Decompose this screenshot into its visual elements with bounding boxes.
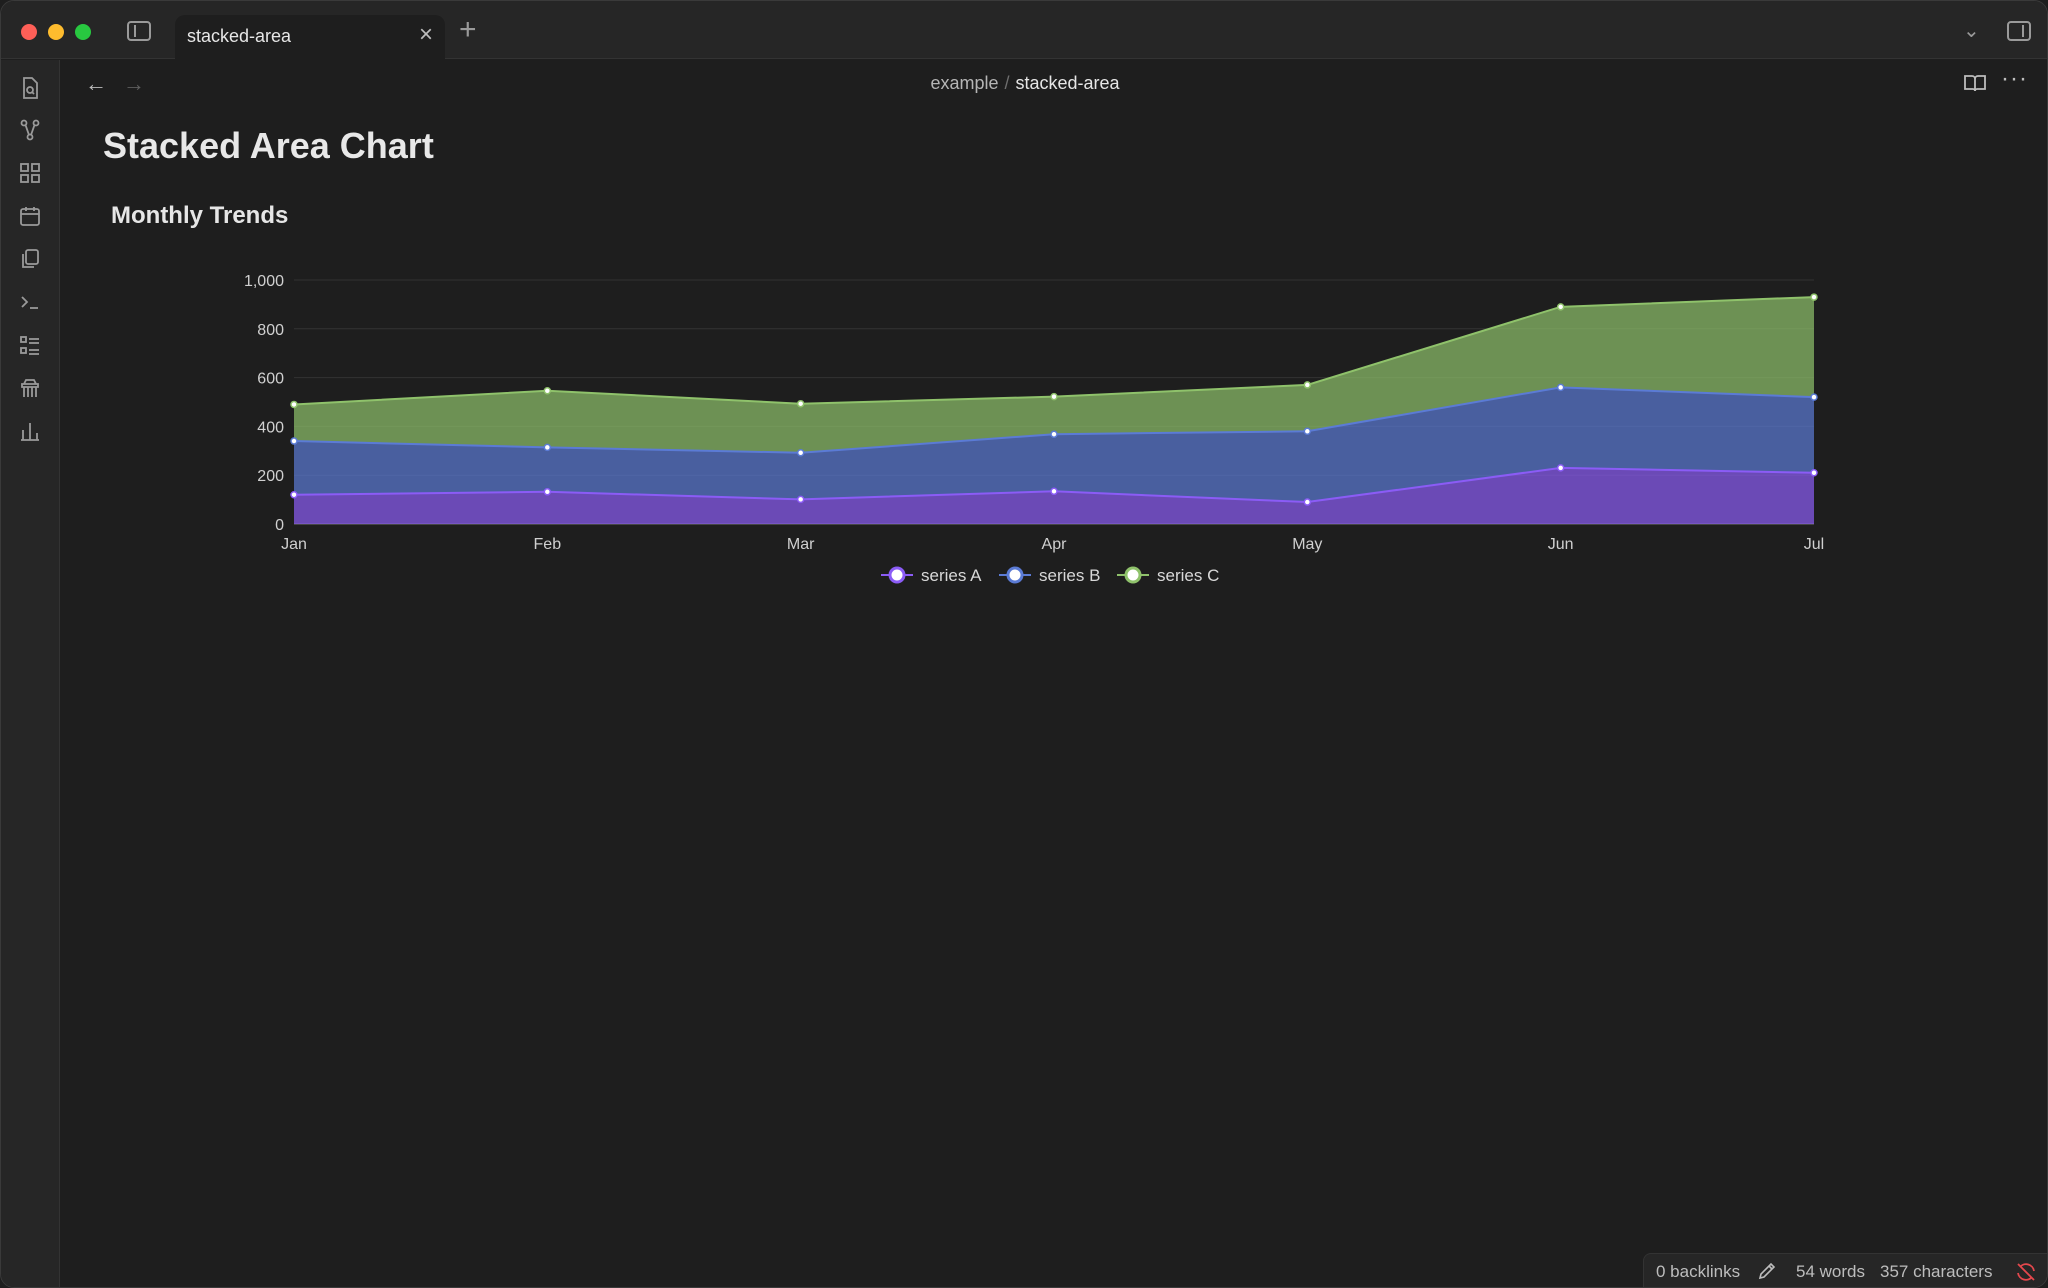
- data-point: [290, 400, 298, 409]
- archive-icon[interactable]: [17, 375, 43, 401]
- data-point: [1556, 383, 1565, 392]
- y-tick-label: 1,000: [244, 273, 284, 290]
- data-point: [1303, 498, 1312, 506]
- back-arrow-icon[interactable]: ←: [85, 71, 107, 96]
- x-tick-label: Mar: [787, 536, 815, 553]
- legend-label: series A: [921, 566, 982, 585]
- canvas-icon[interactable]: [17, 160, 43, 186]
- legend-marker: [1124, 566, 1142, 584]
- legend-marker: [888, 566, 906, 584]
- zoom-window-button[interactable]: [75, 24, 91, 40]
- new-tab-icon[interactable]: +: [459, 13, 477, 46]
- chart-section-title: Monthly Trends: [111, 202, 289, 229]
- more-options-icon[interactable]: ···: [2001, 65, 2028, 92]
- data-point: [1050, 430, 1058, 438]
- status-bar: 0 backlinks 54 words 357 characters: [1643, 1253, 2047, 1287]
- sidebar-toggle-icon[interactable]: [127, 21, 151, 41]
- y-tick-label: 200: [257, 468, 284, 485]
- data-point: [1303, 427, 1312, 436]
- y-tick-label: 0: [275, 517, 284, 534]
- x-tick-label: Feb: [534, 536, 562, 553]
- breadcrumb-parent[interactable]: example: [930, 73, 999, 93]
- bar-chart-icon[interactable]: [17, 418, 43, 444]
- file-search-icon[interactable]: [17, 75, 43, 101]
- legend-label: series B: [1039, 566, 1100, 585]
- breadcrumb-current[interactable]: stacked-area: [1015, 73, 1120, 93]
- tab-close-icon[interactable]: ×: [418, 21, 433, 48]
- x-tick-label: May: [1292, 536, 1322, 553]
- data-point: [796, 495, 805, 504]
- left-ribbon: [1, 60, 60, 1287]
- y-tick-label: 400: [257, 419, 284, 436]
- x-tick-label: Jan: [281, 536, 307, 553]
- data-point: [290, 490, 298, 499]
- data-point: [1810, 469, 1818, 477]
- x-tick-label: Jul: [1804, 536, 1824, 553]
- sync-error-icon[interactable]: [2014, 1260, 2038, 1284]
- calendar-icon[interactable]: [17, 203, 43, 229]
- close-window-button[interactable]: [21, 24, 37, 40]
- terminal-icon[interactable]: [17, 289, 43, 315]
- reading-view-icon[interactable]: [1963, 73, 1987, 93]
- data-point: [1556, 464, 1565, 472]
- tab-list-chevron-icon[interactable]: ⌄: [1963, 20, 1980, 42]
- stacked-area-chart: 0 200 400 600 800 1,000 Jan Feb Mar Apr May Jun Jul s…: [244, 273, 1824, 585]
- area-series-C: [294, 297, 1814, 453]
- legend-marker: [1006, 566, 1024, 584]
- data-point: [796, 449, 805, 457]
- data-point: [796, 399, 805, 408]
- graph-view-icon[interactable]: [17, 117, 43, 143]
- word-count: 54 words: [1796, 1262, 1865, 1281]
- breadcrumb-separator: /: [1004, 73, 1010, 93]
- page-title: Stacked Area Chart: [103, 125, 434, 166]
- character-count: 357 characters: [1880, 1262, 1993, 1281]
- data-point: [543, 488, 552, 496]
- area-series-A: [294, 467, 1814, 524]
- area-series-B: [294, 387, 1814, 503]
- minimize-window-button[interactable]: [48, 24, 64, 40]
- data-point: [1556, 303, 1565, 311]
- data-point: [1810, 393, 1818, 401]
- data-point: [543, 443, 552, 452]
- legend-label: series C: [1157, 566, 1219, 585]
- tab-stacked-area[interactable]: stacked-area ×: [175, 15, 445, 59]
- title-bar: stacked-area × + ⌄: [1, 1, 2047, 59]
- backlinks-count[interactable]: 0 backlinks: [1656, 1262, 1741, 1281]
- breadcrumb: example / stacked-area: [1, 73, 2047, 94]
- data-point: [1050, 487, 1058, 496]
- copy-files-icon[interactable]: [17, 246, 43, 272]
- y-tick-label: 600: [257, 371, 284, 388]
- forward-arrow-icon[interactable]: →: [123, 71, 145, 96]
- data-point: [1303, 381, 1312, 389]
- list-icon[interactable]: [17, 332, 43, 358]
- x-tick-label: Jun: [1548, 536, 1574, 553]
- data-point: [543, 387, 552, 395]
- data-point: [1050, 392, 1058, 401]
- x-tick-label: Apr: [1042, 536, 1068, 553]
- data-point: [290, 437, 298, 445]
- pencil-icon[interactable]: [1756, 1260, 1778, 1282]
- tab-label: stacked-area: [187, 26, 292, 46]
- y-tick-label: 800: [257, 322, 284, 339]
- right-sidebar-toggle-icon[interactable]: [2007, 21, 2031, 41]
- data-point: [1810, 293, 1818, 301]
